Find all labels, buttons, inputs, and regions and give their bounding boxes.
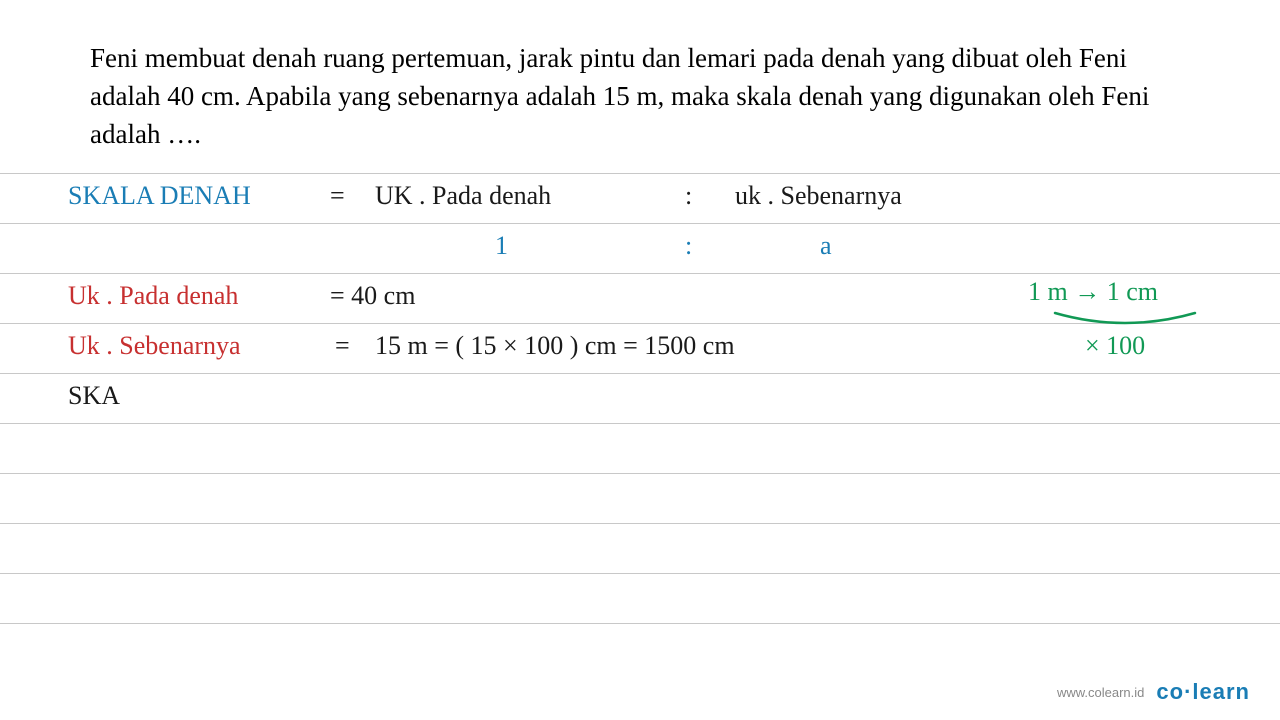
ratio-a: a — [820, 231, 832, 261]
equals-sign: = — [330, 181, 345, 211]
rule-line — [0, 173, 1280, 174]
uk-sebenarnya-label: Uk . Sebenarnya — [68, 331, 241, 361]
uk-denah-value: = 40 cm — [330, 281, 415, 311]
ratio-colon: : — [685, 231, 692, 261]
footer-logo: co·learn — [1156, 679, 1250, 705]
notebook-area: SKALA DENAH = UK . Pada denah : uk . Seb… — [0, 173, 1280, 653]
formula-rhs-2: uk . Sebenarnya — [735, 181, 902, 211]
conversion-top: 1 m → 1 cm — [1028, 277, 1158, 307]
formula-label: SKALA DENAH — [68, 181, 251, 211]
ratio-one: 1 — [495, 231, 508, 261]
rule-line — [0, 523, 1280, 524]
formula-rhs-1: UK . Pada denah — [375, 181, 551, 211]
rule-line — [0, 223, 1280, 224]
uk-sebenarnya-value: 15 m = ( 15 × 100 ) cm = 1500 cm — [375, 331, 735, 361]
rule-line — [0, 623, 1280, 624]
rule-line — [0, 423, 1280, 424]
footer: www.colearn.id co·learn — [1057, 679, 1250, 705]
rule-line — [0, 573, 1280, 574]
conversion-curve-icon — [1050, 311, 1200, 331]
rule-line — [0, 473, 1280, 474]
footer-url: www.colearn.id — [1057, 685, 1144, 700]
equals-sign: = — [335, 331, 350, 361]
rule-line — [0, 273, 1280, 274]
question-text: Feni membuat denah ruang pertemuan, jara… — [0, 0, 1280, 173]
colon: : — [685, 181, 692, 211]
rule-line — [0, 373, 1280, 374]
conversion-bottom: × 100 — [1085, 331, 1145, 361]
uk-denah-label: Uk . Pada denah — [68, 281, 238, 311]
ska-partial: SKA — [68, 381, 120, 411]
